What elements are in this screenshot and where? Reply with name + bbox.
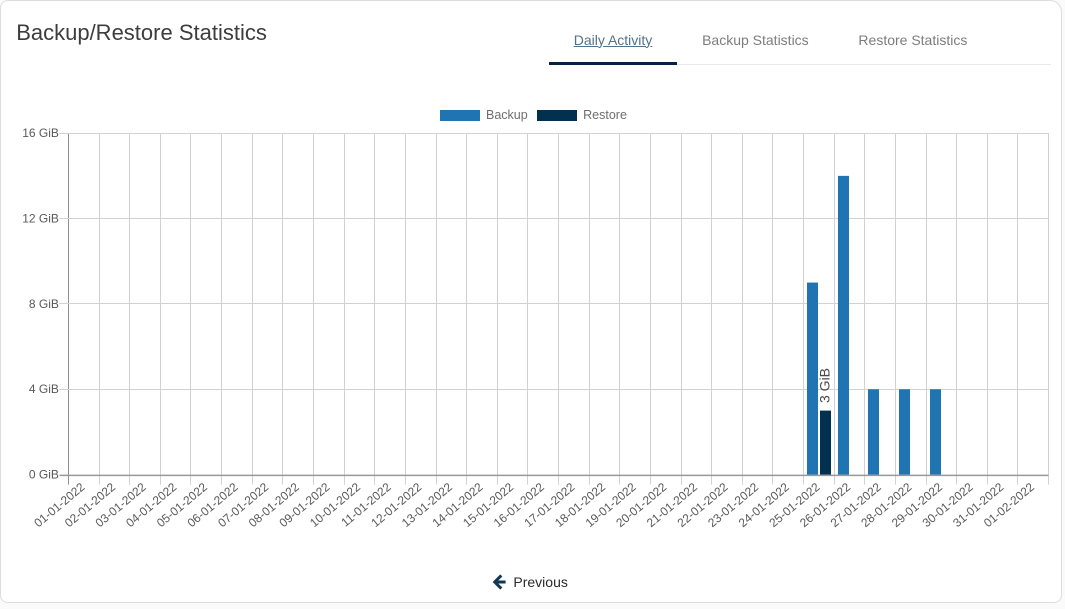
svg-text:3 GiB: 3 GiB xyxy=(816,368,832,403)
svg-text:4 GiB: 4 GiB xyxy=(29,382,59,396)
svg-text:0 GiB: 0 GiB xyxy=(29,468,59,482)
svg-text:12 GiB: 12 GiB xyxy=(22,211,59,225)
svg-text:8 GiB: 8 GiB xyxy=(29,297,59,311)
svg-text:16 GiB: 16 GiB xyxy=(22,126,59,140)
